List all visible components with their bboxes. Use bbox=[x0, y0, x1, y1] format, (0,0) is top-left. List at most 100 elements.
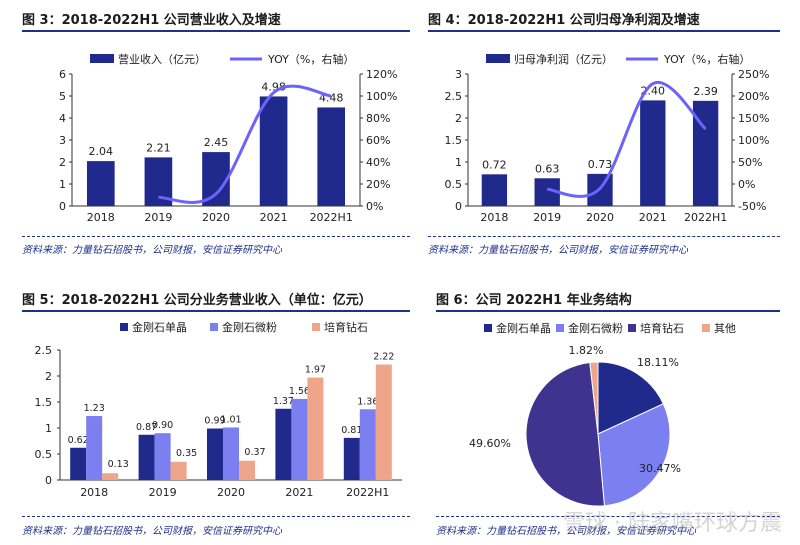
chart2-y2tick: 250% bbox=[738, 68, 769, 81]
chart2-ytick: 0 bbox=[455, 200, 462, 213]
chart3-bar bbox=[359, 409, 376, 480]
chart1-ytick: 0 bbox=[59, 200, 66, 213]
chart2-yoy-line bbox=[547, 80, 707, 198]
chart1-legend-bar-label: 营业收入（亿元） bbox=[118, 52, 206, 66]
chart3-bar bbox=[138, 434, 155, 480]
chart1-source: 资料来源：力量钻石招股书，公司财报，安信证券研究中心 bbox=[22, 245, 282, 256]
chart3-svg: 金刚石单晶 金刚石微粉 培育钻石 0 0.5 1 1.5 2 2.5 2018 0.62 1.23 0.… bbox=[35, 320, 402, 499]
chart3-xtick: 2020 bbox=[217, 486, 245, 499]
chart2-legend-bar-label: 归母净利润（亿元） bbox=[514, 52, 613, 66]
chart3-legend-label: 金刚石单晶 bbox=[132, 320, 187, 334]
chart1-title-rule bbox=[22, 30, 410, 32]
chart2-bar bbox=[640, 100, 666, 206]
chart2-svg: 归母净利润（亿元） YOY（%，右轴） 0 0.5 1 1.5 2 2.5 3 -50% 0% 50%… bbox=[445, 52, 770, 224]
chart2-bar-label: 0.72 bbox=[482, 158, 507, 171]
chart2-ytick: 1.5 bbox=[445, 134, 463, 147]
chart4-slice-label: 1.82% bbox=[569, 344, 604, 357]
chart3-bar bbox=[307, 377, 324, 480]
chart1-title: 图 3：2018-2022H1 公司营业收入及增速 bbox=[22, 13, 281, 28]
chart3-xtick: 2021 bbox=[285, 486, 313, 499]
chart4-svg: 金刚石单晶 金刚石微粉 培育钻石 其他 18.11% 30.47% 49.60% 1.82% bbox=[469, 321, 736, 507]
chart1-xtick: 2021 bbox=[260, 211, 288, 224]
chart1-bar bbox=[202, 152, 230, 206]
chart1-svg: 营业收入（亿元） YOY（%，右轴）01234560%20%40%60%80%10… bbox=[59, 52, 397, 224]
chart3-source-rule bbox=[22, 516, 410, 517]
chart3-bar-label: 0.99 bbox=[204, 416, 225, 427]
chart2-title: 图 4：2018-2022H1 公司归母净利润及增速 bbox=[428, 13, 700, 28]
chart4-slice bbox=[525, 361, 605, 507]
chart1-source-rule bbox=[22, 236, 410, 237]
chart3-bar-label: 0.81 bbox=[341, 425, 362, 436]
chart3-bar-label: 2.22 bbox=[373, 352, 394, 363]
chart3-source: 资料来源：力量钻石招股书，公司财报，安信证券研究中心 bbox=[22, 526, 282, 537]
chart3-bar-label: 0.87 bbox=[136, 422, 157, 433]
chart4-source-rule bbox=[436, 516, 780, 517]
chart3-xtick: 2019 bbox=[149, 486, 177, 499]
chart3-legend-label: 培育钻石 bbox=[324, 320, 368, 334]
chart3-ytick: 2.5 bbox=[35, 344, 53, 357]
chart1-y2tick: 20% bbox=[366, 178, 390, 191]
chart1-xtick: 2022H1 bbox=[310, 211, 353, 224]
chart2-y2tick: 50% bbox=[738, 156, 762, 169]
chart4-title: 图 6：公司 2022H1 年业务结构 bbox=[436, 293, 632, 308]
chart2-ytick: 1 bbox=[455, 156, 462, 169]
chart1-bar bbox=[317, 107, 346, 206]
chart4-legend-label: 培育钻石 bbox=[640, 321, 684, 335]
chart2-ytick: 3 bbox=[455, 68, 462, 81]
chart1-y2tick: 0% bbox=[366, 200, 383, 213]
chart4-slice-label: 18.11% bbox=[637, 356, 679, 369]
chart3-ytick: 1 bbox=[45, 422, 52, 435]
chart3-bar bbox=[170, 461, 187, 480]
chart3-bar-label: 1.37 bbox=[273, 396, 294, 407]
chart1-bar-label: 2.04 bbox=[89, 145, 114, 158]
chart2-bar-label: 0.73 bbox=[588, 158, 613, 171]
chart2-source-rule bbox=[428, 236, 780, 237]
chart1-y2tick: 100% bbox=[366, 90, 397, 103]
chart1-y2tick: 120% bbox=[366, 68, 397, 81]
chart3-bar bbox=[154, 433, 171, 480]
chart3-bar bbox=[207, 428, 223, 480]
chart1-legend-line-label: YOY（%，右轴） bbox=[267, 52, 354, 66]
chart2-legend-bar-swatch bbox=[486, 54, 510, 63]
chart2-y2tick: 200% bbox=[738, 90, 769, 103]
chart3-ytick: 2 bbox=[45, 370, 52, 383]
chart2-source: 资料来源：力量钻石招股书，公司财报，安信证券研究中心 bbox=[428, 245, 688, 256]
chart3-bar bbox=[70, 447, 87, 480]
chart2-xtick: 2018 bbox=[480, 211, 508, 224]
chart3-xtick: 2018 bbox=[80, 486, 108, 499]
chart4-slice bbox=[589, 361, 599, 435]
chart1-ytick: 2 bbox=[59, 156, 66, 169]
chart3-legend-swatch bbox=[120, 323, 128, 331]
chart3-bar-label: 1.97 bbox=[305, 365, 326, 376]
chart1-ytick: 3 bbox=[59, 134, 66, 147]
chart1-xtick: 2020 bbox=[202, 211, 230, 224]
chart3-bar bbox=[239, 460, 255, 480]
chart3-legend-swatch bbox=[210, 323, 218, 331]
chart3-bar-label: 0.35 bbox=[176, 448, 197, 459]
chart2-y2tick: 150% bbox=[738, 112, 769, 125]
chart4-legend-swatch bbox=[556, 324, 564, 332]
chart4-legend-label: 金刚石单晶 bbox=[496, 321, 551, 335]
chart3-bar-label: 0.90 bbox=[152, 420, 173, 431]
chart4-source: 资料来源：力量钻石招股书，公司财报，安信证券研究中心 bbox=[436, 526, 696, 537]
chart1-y2tick: 40% bbox=[366, 156, 390, 169]
chart3-bar bbox=[343, 437, 360, 480]
chart1-y2tick: 80% bbox=[366, 112, 390, 125]
chart1-ytick: 6 bbox=[59, 68, 66, 81]
chart2-y2tick: 0% bbox=[738, 178, 755, 191]
chart3-xtick: 2022H1 bbox=[346, 486, 389, 499]
chart3-bar bbox=[291, 398, 308, 480]
chart3-bar bbox=[86, 416, 103, 480]
chart4-legend-swatch bbox=[484, 324, 492, 332]
chart3-bar-label: 1.36 bbox=[357, 396, 378, 407]
chart1-xtick: 2018 bbox=[87, 211, 115, 224]
chart2-xtick: 2019 bbox=[533, 211, 561, 224]
chart3-legend-swatch bbox=[312, 323, 320, 331]
chart1-ytick: 1 bbox=[59, 178, 66, 191]
chart4-legend-swatch bbox=[628, 324, 636, 332]
chart1-ytick: 4 bbox=[59, 112, 66, 125]
chart1-legend-bar-swatch bbox=[90, 54, 114, 63]
chart1-ytick: 5 bbox=[59, 90, 66, 103]
chart2-xtick: 2021 bbox=[639, 211, 667, 224]
chart3-bar-label: 1.56 bbox=[289, 386, 310, 397]
